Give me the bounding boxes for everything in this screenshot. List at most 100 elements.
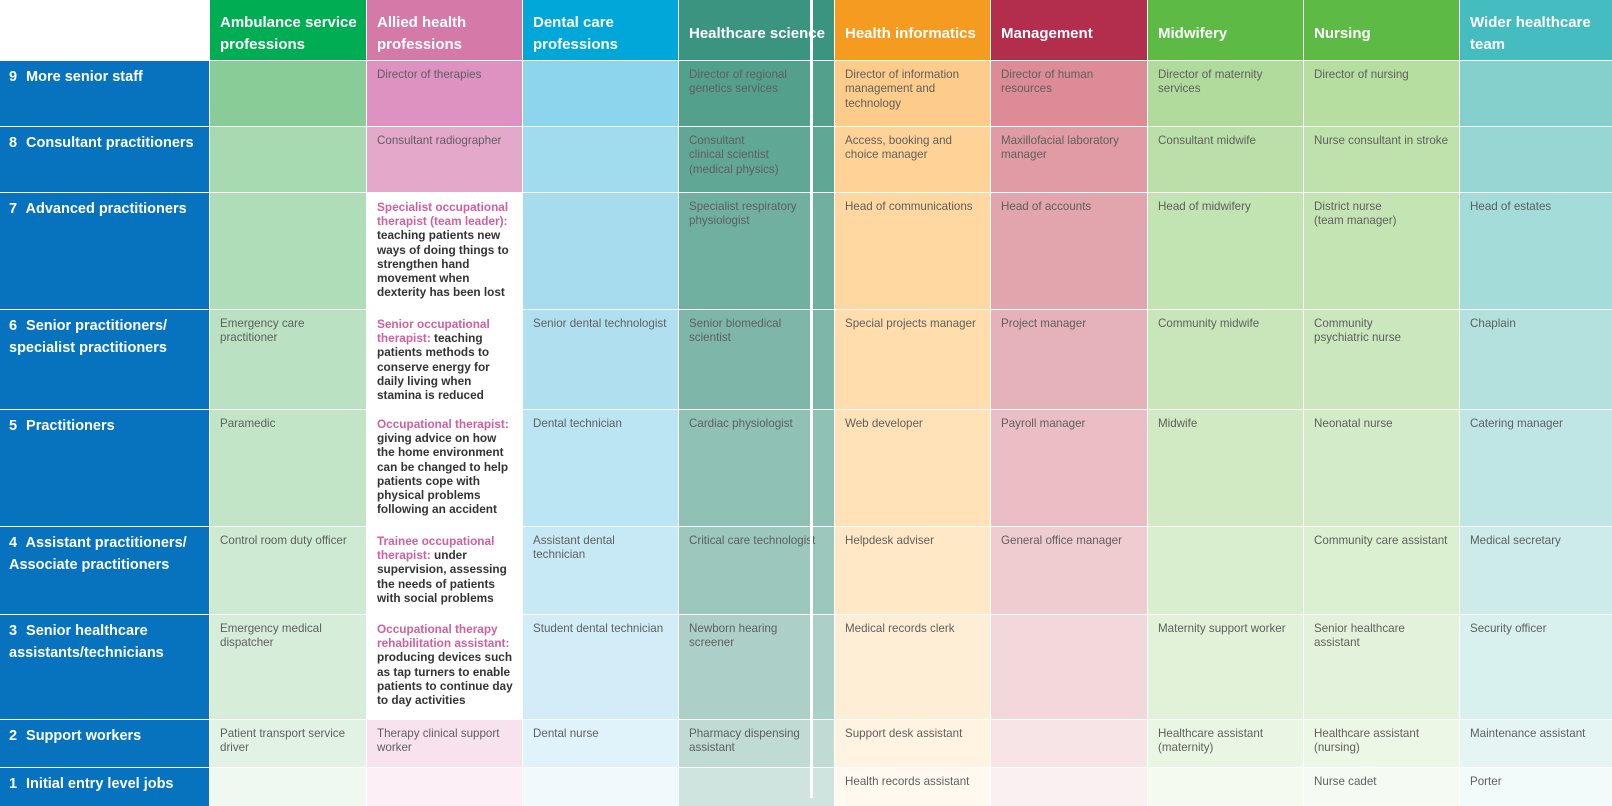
job-title: Senior biomedical scientist xyxy=(689,317,782,345)
job-cell xyxy=(210,193,366,309)
job-title: Healthcare assistant (maternity) xyxy=(1158,727,1264,755)
row-level-number: 1 xyxy=(9,776,18,792)
job-title: Assistant dental technician xyxy=(533,534,615,562)
job-title: Therapy clinical support worker xyxy=(377,727,500,755)
job-cell xyxy=(1148,527,1303,614)
row-header-level-7: 7 Advanced practitioners xyxy=(0,193,209,309)
example-job-description: producing devices such as tap turners to… xyxy=(377,650,513,708)
job-title: Support desk assistant xyxy=(845,727,963,740)
job-title: Medical secretary xyxy=(1470,534,1561,547)
job-cell xyxy=(210,127,366,192)
column-header-dental-care-professions: Dental care professions xyxy=(523,0,678,60)
job-cell: Maxillofacial laboratory manager xyxy=(991,127,1147,192)
job-cell xyxy=(991,615,1147,719)
row-level-label: More senior staff xyxy=(26,69,143,85)
job-cell: Neonatal nurse xyxy=(1304,410,1459,526)
job-cell: Senior dental technologist xyxy=(523,310,678,409)
job-cell: Director of regional genetics services xyxy=(679,61,834,126)
row-level-number: 6 xyxy=(9,318,18,334)
column-header-label: Health informatics xyxy=(845,25,976,42)
job-title: Porter xyxy=(1470,775,1502,788)
job-cell: Consultant midwife xyxy=(1148,127,1303,192)
job-title: Senior healthcare assistant xyxy=(1314,622,1405,650)
row-level-label: Assistant practitioners/ Associate pract… xyxy=(9,535,187,573)
row-level-label: Practitioners xyxy=(26,418,115,434)
column-header-label: Wider healthcare team xyxy=(1470,14,1591,53)
row-header-level-6: 6 Senior practitioners/ specialist pract… xyxy=(0,310,209,409)
job-cell: Security officer xyxy=(1460,615,1612,719)
job-title: Payroll manager xyxy=(1001,417,1086,430)
job-title: Special projects manager xyxy=(845,317,976,330)
job-cell: Maintenance assistant xyxy=(1460,720,1612,767)
job-cell: Community care assistant xyxy=(1304,527,1459,614)
job-title: Director of regional genetics services xyxy=(689,68,787,96)
job-cell: Director of human resources xyxy=(991,61,1147,126)
example-job-title: Senior occupational therapist: xyxy=(377,317,490,346)
job-title: Maxillofacial laboratory manager xyxy=(1001,134,1119,162)
job-cell xyxy=(1460,61,1612,126)
job-cell: Access, booking and choice manager xyxy=(835,127,990,192)
job-title: General office manager xyxy=(1001,534,1122,547)
column-divider xyxy=(810,0,813,798)
job-cell: Catering manager xyxy=(1460,410,1612,526)
example-job-title: Occupational therapy rehabilitation assi… xyxy=(377,622,510,651)
column-header-label: Ambulance service professions xyxy=(220,14,357,53)
job-cell: Nurse cadet xyxy=(1304,768,1459,806)
job-title: Access, booking and choice manager xyxy=(845,134,952,162)
job-title: Security officer xyxy=(1470,622,1547,635)
job-cell: Dental technician xyxy=(523,410,678,526)
job-cell: Midwife xyxy=(1148,410,1303,526)
example-job-description: giving advice on how the home environmen… xyxy=(377,431,509,517)
job-cell: Special projects manager xyxy=(835,310,990,409)
job-cell: Healthcare assistant (nursing) xyxy=(1304,720,1459,767)
row-level-label: Advanced practitioners xyxy=(25,201,187,217)
job-cell: Director of therapies xyxy=(367,61,522,126)
row-level-number: 8 xyxy=(9,135,18,151)
row-header-level-3: 3 Senior healthcare assistants/technicia… xyxy=(0,615,209,719)
job-cell: Control room duty officer xyxy=(210,527,366,614)
job-title: Maternity support worker xyxy=(1158,622,1286,635)
example-job-description: under supervision, assessing the needs o… xyxy=(377,548,507,605)
column-header-label: Management xyxy=(1001,25,1093,42)
job-cell xyxy=(523,61,678,126)
example-job-title: Trainee occupational therapist: xyxy=(377,534,495,563)
job-title: Head of estates xyxy=(1470,200,1552,213)
job-title: Healthcare assistant (nursing) xyxy=(1314,727,1420,755)
job-cell: Senior biomedical scientist xyxy=(679,310,834,409)
row-header-level-1: 1 Initial entry level jobs xyxy=(0,768,209,806)
row-level-number: 7 xyxy=(9,201,18,217)
job-title: Community midwife xyxy=(1158,317,1260,330)
job-cell: Critical care technologist xyxy=(679,527,834,614)
job-title: Project manager xyxy=(1001,317,1087,330)
job-cell: Chaplain xyxy=(1460,310,1612,409)
column-header-nursing: Nursing xyxy=(1304,0,1459,60)
job-title: Control room duty officer xyxy=(220,534,347,547)
job-cell xyxy=(523,127,678,192)
job-cell: Web developer xyxy=(835,410,990,526)
column-header-allied-health-professions: Allied health professions xyxy=(367,0,522,60)
job-cell xyxy=(991,720,1147,767)
job-title: Cardiac physiologist xyxy=(689,417,793,430)
job-cell xyxy=(1148,768,1303,806)
job-title: Director of information management and t… xyxy=(845,68,960,110)
job-title: Nurse cadet xyxy=(1314,775,1377,788)
example-job-description: teaching patients new ways of doing thin… xyxy=(377,228,509,300)
job-cell: Director of maternity services xyxy=(1148,61,1303,126)
column-header-label: Nursing xyxy=(1314,25,1371,42)
row-level-label: Senior healthcare assistants/technicians xyxy=(9,623,164,661)
row-level-label: Initial entry level jobs xyxy=(26,776,174,792)
job-cell: Cardiac physiologist xyxy=(679,410,834,526)
column-header-midwifery: Midwifery xyxy=(1148,0,1303,60)
corner-blank xyxy=(0,0,209,60)
job-cell: Health records assistant xyxy=(835,768,990,806)
job-title: Maintenance assistant xyxy=(1470,727,1586,740)
job-title: Specialist respiratory physiologist xyxy=(689,200,797,228)
example-job-title: Occupational therapist: xyxy=(377,417,509,431)
job-title: Community care assistant xyxy=(1314,534,1448,547)
row-header-level-5: 5 Practitioners xyxy=(0,410,209,526)
column-header-healthcare-science: Healthcare science xyxy=(679,0,834,60)
job-title: Health records assistant xyxy=(845,775,970,788)
example-job-description: teaching patients methods to conserve en… xyxy=(377,331,490,403)
job-title: Senior dental technologist xyxy=(533,317,667,330)
job-cell: Specialist respiratory physiologist xyxy=(679,193,834,309)
